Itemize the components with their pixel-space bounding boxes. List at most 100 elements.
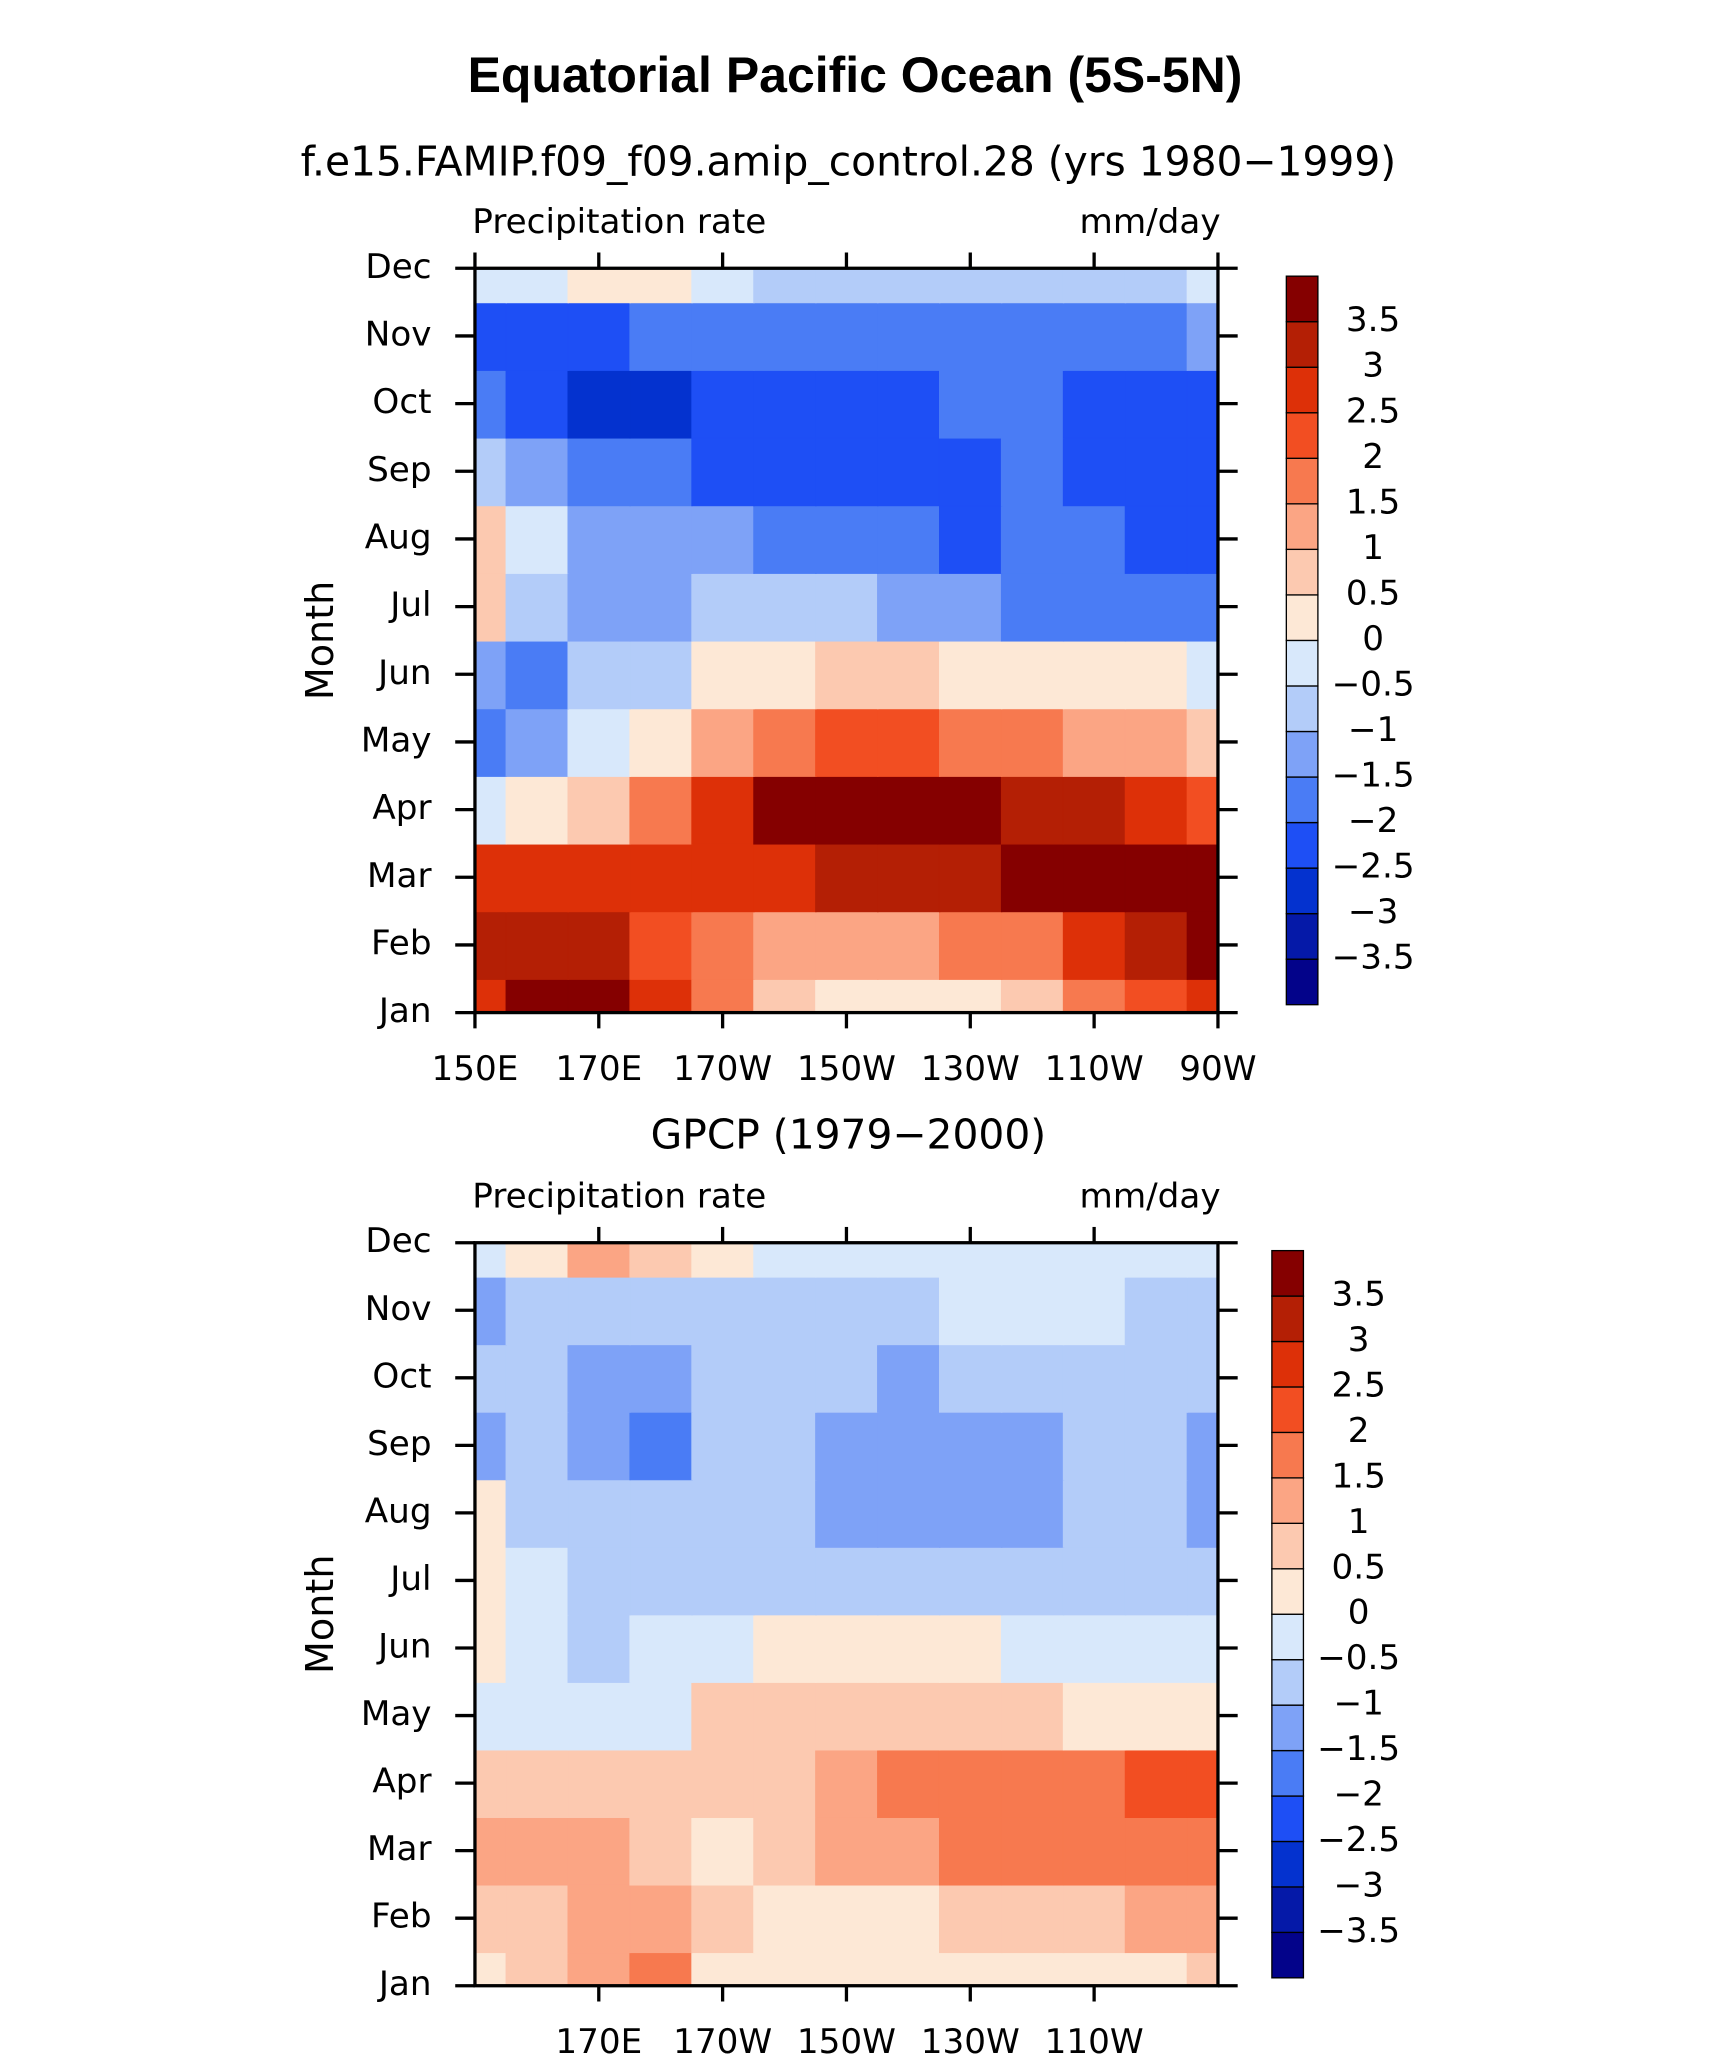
colorbar-box	[1271, 1249, 1305, 1297]
colorbar-label: −1.5	[1317, 1729, 1400, 1769]
contour-cell	[691, 843, 755, 913]
contour-cell	[815, 1343, 879, 1413]
contour-cell	[815, 1884, 879, 1954]
colorbar-box	[1271, 1431, 1305, 1479]
contour-cell	[1124, 1242, 1189, 1278]
contour-cell	[505, 267, 569, 304]
contour-cell	[815, 978, 879, 1014]
contour-cell	[1062, 1411, 1127, 1481]
contour-cell	[691, 1343, 755, 1413]
x-tick-label: 170W	[673, 1049, 772, 1089]
y-tick-label: May	[361, 1694, 432, 1734]
contour-cell	[815, 843, 879, 913]
contour-cell	[1000, 775, 1065, 845]
contour-cell	[567, 1546, 631, 1616]
contour-cell	[505, 437, 569, 507]
contour-cell	[691, 978, 755, 1014]
contour-cell	[1000, 1276, 1065, 1346]
contour-cell	[1186, 978, 1220, 1014]
colorbar-label: −2	[1348, 801, 1398, 841]
contour-cell	[1062, 504, 1127, 574]
x-tick-label: 110W	[1045, 2022, 1144, 2062]
y-tick-label: Sep	[367, 1424, 431, 1464]
contour-cell	[567, 910, 631, 980]
contour-cell	[753, 1613, 817, 1683]
colorbar-label: 3	[1362, 346, 1384, 386]
contour-cell	[753, 1478, 817, 1548]
contour-cell	[1062, 1613, 1127, 1683]
contour-cell	[753, 1411, 817, 1481]
contour-cell	[1000, 707, 1065, 777]
y-tick-label: Mar	[367, 1829, 432, 1869]
colorbar-label: −0.5	[1332, 664, 1415, 704]
colorbar-box	[1285, 912, 1319, 960]
contour-cell	[938, 1343, 1003, 1413]
contour-cell	[474, 572, 508, 642]
left-label: Precipitation rate	[472, 202, 766, 242]
contour-cell	[938, 504, 1003, 574]
colorbar-label: −2	[1333, 1775, 1383, 1815]
contour-cell	[1000, 267, 1065, 304]
contour-cell	[938, 437, 1003, 507]
contour-cell	[753, 504, 817, 574]
contour-cell	[1124, 1951, 1189, 1987]
colorbar-label: −1.5	[1332, 756, 1415, 796]
contour-cell	[505, 1884, 569, 1954]
contour-cell	[877, 437, 941, 507]
contour-cell	[877, 910, 941, 980]
contour-cell	[1000, 1884, 1065, 1954]
panel-subtitle: f.e15.FAMIP.f09_f09.amip_control.28 (yrs…	[301, 137, 1397, 185]
contour-cell	[474, 1546, 508, 1616]
colorbar-label: 0.5	[1331, 1547, 1385, 1587]
contour-cell	[1062, 437, 1127, 507]
contour-cell	[753, 1343, 817, 1413]
contour-cell	[1062, 1546, 1127, 1616]
contour-cell	[753, 1951, 817, 1987]
contour-cell	[474, 1276, 508, 1346]
contour-cell	[1186, 572, 1220, 642]
contour-cell	[815, 910, 879, 980]
right-label: mm/day	[1080, 1177, 1221, 1217]
y-tick-label: May	[361, 720, 432, 760]
y-tick-label: Dec	[365, 247, 431, 287]
y-tick-label: Aug	[365, 517, 432, 557]
colorbar-box	[1285, 275, 1319, 323]
contour-cell	[877, 1546, 941, 1616]
y-tick-label: Dec	[365, 1221, 431, 1261]
contour-cell	[1186, 1478, 1220, 1548]
contour-cell	[629, 1884, 693, 1954]
contour-cell	[815, 640, 879, 710]
contour-cell	[877, 1613, 941, 1683]
colorbar-box	[1285, 958, 1319, 1006]
contour-cell	[1124, 707, 1189, 777]
contour-cell	[815, 1613, 879, 1683]
contour-cell	[1062, 640, 1127, 710]
colorbar-box	[1285, 366, 1319, 414]
contour-cell	[815, 1478, 879, 1548]
contour-cell	[567, 1884, 631, 1954]
contour-cell	[629, 1276, 693, 1346]
contour-cell	[505, 1748, 569, 1818]
contour-cell	[629, 1681, 693, 1751]
contour-cell	[938, 369, 1003, 439]
contour-cell	[505, 1276, 569, 1346]
colorbar-box	[1271, 1840, 1305, 1888]
contour-cell	[474, 301, 508, 371]
contour-cell	[1000, 301, 1065, 371]
contour-cell	[753, 301, 817, 371]
contour-cell	[474, 1478, 508, 1548]
y-tick-label: Sep	[367, 450, 431, 490]
contour-cell	[877, 707, 941, 777]
y-tick-label: Jul	[388, 585, 431, 625]
contour-cell	[474, 1613, 508, 1683]
contour-cell	[1124, 1816, 1189, 1886]
contour-cell	[1000, 1748, 1065, 1818]
contour-cell	[1062, 775, 1127, 845]
contour-cell	[938, 1816, 1003, 1886]
contour-cell	[1062, 1242, 1127, 1278]
colorbar-box	[1285, 594, 1319, 642]
contour-cell	[567, 843, 631, 913]
colorbar-box	[1285, 457, 1319, 505]
contour-cell	[1000, 1343, 1065, 1413]
contour-cell	[505, 572, 569, 642]
